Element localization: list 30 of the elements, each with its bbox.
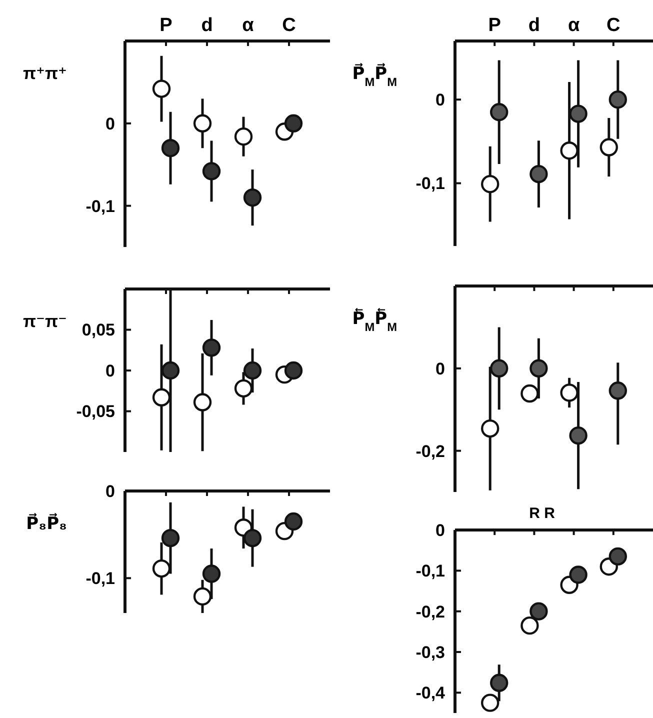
y-axis-title: P⃗$_{M}$P⃗$_{M}$ <box>352 62 398 89</box>
x-tick-label: P <box>160 15 173 36</box>
y-axis-title: P⃖$_{M}$P⃖$_{M}$ <box>352 308 398 334</box>
x-tick-label: C <box>606 15 621 36</box>
y-tick-label: 0 <box>106 482 115 501</box>
y-tick-label: -0,3 <box>416 642 445 662</box>
y-axis-title: π⁻π⁻ <box>23 312 67 331</box>
x-tick-label: d <box>528 15 540 36</box>
x-tick-label: α <box>242 15 254 36</box>
x-tick-label: C <box>282 15 296 36</box>
y-tick-label: -0,1 <box>86 196 115 216</box>
chart-title: R R <box>529 505 556 522</box>
y-axis-title: π⁺π⁺ <box>23 64 67 83</box>
y-tick-label: 0 <box>436 520 445 540</box>
y-tick-label: -0,2 <box>416 602 445 622</box>
y-tick-label: 0 <box>106 361 115 380</box>
y-tick-label: -0,4 <box>416 684 446 703</box>
y-tick-label: -0,2 <box>416 442 445 461</box>
y-tick-label: 0 <box>106 114 115 134</box>
y-tick-label: 0,05 <box>82 320 115 340</box>
x-tick-label: P <box>488 15 502 36</box>
y-tick-label: 0 <box>436 90 445 110</box>
y-axis-title: P⃗₈P⃗₈ <box>26 512 67 533</box>
y-tick-label: 0 <box>436 359 445 378</box>
y-tick-label: -0,1 <box>416 174 445 194</box>
x-tick-label: α <box>568 15 580 36</box>
y-tick-label: -0,05 <box>76 402 115 422</box>
y-tick-label: -0,1 <box>86 569 115 588</box>
x-tick-label: d <box>201 15 213 36</box>
y-tick-label: -0,1 <box>416 562 445 581</box>
